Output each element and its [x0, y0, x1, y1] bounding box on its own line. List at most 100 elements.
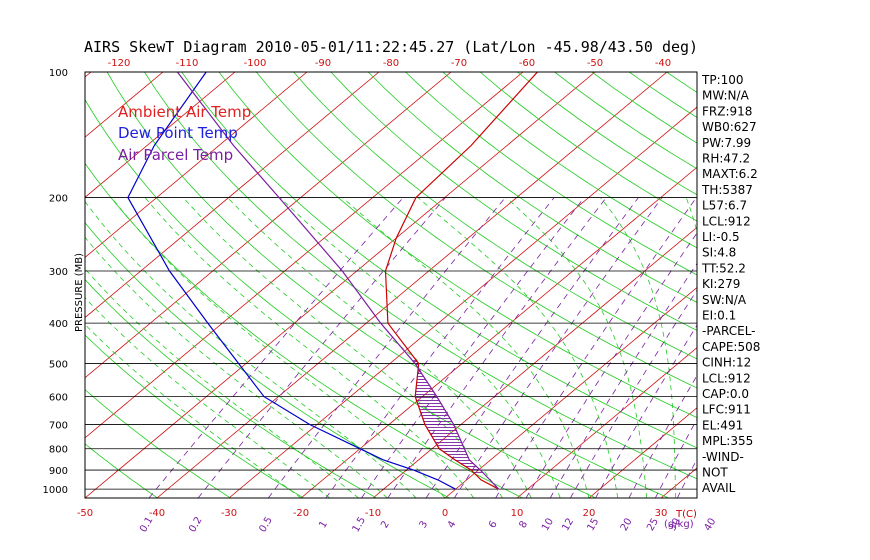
pressure-tick-labels: 100 200 300 400 500 600 700 800 900 1000: [43, 68, 68, 496]
index-entry: -WIND-: [702, 450, 744, 464]
dry-adiabat-line: [517, 72, 697, 196]
bottom-temp-tick-label: -50: [77, 508, 93, 519]
isotherm-line: [156, 72, 668, 498]
pressure-tick-label: 900: [49, 466, 68, 477]
index-entry: KI:279: [702, 277, 740, 291]
pressure-tick-label: 700: [49, 421, 68, 432]
mixing-ratio-line: [267, 197, 506, 498]
moist-adiabat-line: [506, 197, 647, 498]
dry-adiabat-line: [293, 72, 697, 360]
index-entry: CAP:0.0: [702, 387, 749, 401]
isotherm-line: [85, 72, 308, 258]
mixing-ratio-label: 40: [702, 516, 718, 533]
isobar-grid: [85, 72, 697, 490]
mixing-ratio-unit-label: (g/kg): [664, 519, 694, 530]
mixing-ratio-label: 2: [379, 519, 392, 530]
index-entry: SI:4.8: [702, 246, 736, 260]
index-entry: L57:6.7: [702, 199, 747, 213]
dry-adiabat-line: [816, 72, 870, 498]
isotherm-line: [372, 226, 697, 498]
dry-adiabat-line: [330, 72, 697, 331]
isotherm-line: [588, 407, 697, 498]
index-entry: FRZ:918: [702, 104, 752, 118]
x-axis-unit-label: T(C): [675, 509, 697, 520]
index-entry: SW:N/A: [702, 293, 747, 307]
mixing-ratio-label: 12: [560, 516, 576, 533]
top-temp-tick-label: -60: [519, 58, 535, 69]
top-temp-tick-label: -70: [451, 58, 467, 69]
pressure-tick-label: 400: [49, 319, 68, 330]
mixing-ratio-line: [387, 197, 607, 498]
legend-air-parcel-temp: Air Parcel Temp: [118, 146, 233, 164]
mixing-ratio-label: 8: [517, 519, 530, 530]
dry-adiabat-line: [479, 72, 697, 222]
isotherm-line: [85, 72, 524, 439]
legend-ambient-air-temp: Ambient Air Temp: [118, 103, 251, 121]
mixing-ratio-line: [425, 197, 639, 498]
pressure-tick-label: 300: [49, 267, 68, 278]
index-entry: MPL:355: [702, 434, 753, 448]
bottom-temp-tick-label: 10: [511, 508, 524, 519]
air-parcel-temp-line: [176, 72, 500, 490]
isotherm-line: [85, 72, 452, 379]
dry-adiabat-line: [853, 72, 870, 498]
dry-adiabat-line: [405, 72, 697, 276]
legend: Ambient Air Temp Dew Point Temp Air Parc…: [118, 103, 251, 164]
isotherm-line: [660, 467, 697, 498]
mixing-ratio-line: [525, 232, 697, 498]
dew-point-temp-line: [127, 72, 456, 490]
index-entry: EI:0.1: [702, 309, 736, 323]
index-entry: WB0:627: [702, 120, 757, 134]
index-entry: LI:-0.5: [702, 230, 740, 244]
legend-dew-point-temp: Dew Point Temp: [118, 124, 238, 142]
dry-adiabat-line: [85, 278, 377, 498]
index-entry: AVAIL: [702, 481, 736, 495]
isotherm-line: [228, 106, 697, 498]
moist-adiabat-line: [182, 197, 503, 498]
top-temp-tick-label: -50: [587, 58, 603, 69]
plot-frame: [84, 71, 698, 499]
pressure-tick-label: 100: [49, 68, 68, 79]
moist-adiabat-grid: [85, 197, 697, 498]
pressure-tick-label: 1000: [43, 485, 68, 496]
dry-adiabat-line: [85, 389, 231, 498]
moist-adiabat-line: [342, 197, 590, 498]
mixing-ratio-label: 10: [540, 516, 556, 533]
index-entry: CINH:12: [702, 356, 751, 370]
mixing-ratio-label: 3: [418, 519, 431, 530]
isotherm-line: [85, 72, 236, 198]
bottom-temperature-labels: -50 -40 -30 -20 -10 0 10 20 30: [77, 508, 668, 519]
top-temp-tick-label: -120: [108, 58, 131, 69]
moist-adiabat-line: [85, 200, 417, 498]
index-entry: LFC:911: [702, 403, 751, 417]
bottom-temp-tick-label: 20: [583, 508, 596, 519]
ambient-air-temp-line: [384, 72, 538, 490]
pressure-tick-label: 500: [49, 360, 68, 371]
moist-adiabat-line: [279, 197, 561, 498]
bottom-temp-tick-label: -10: [365, 508, 381, 519]
mixing-ratio-label: 20: [619, 516, 635, 533]
index-entry: -PARCEL-: [702, 324, 756, 338]
moist-adiabat-line: [85, 323, 302, 498]
dry-adiabat-line: [255, 72, 697, 389]
top-temp-tick-label: -90: [315, 58, 331, 69]
moist-adiabat-line: [85, 297, 331, 498]
index-entry: MAXT:6.2: [702, 167, 758, 181]
index-entry: EL:491: [702, 418, 743, 432]
index-entry: LCL:912: [702, 214, 751, 228]
mixing-ratio-line: [495, 197, 697, 498]
isotherm-line: [0, 72, 19, 498]
dry-adiabat-line: [106, 72, 669, 498]
isotherm-line: [85, 72, 380, 319]
mixing-ratio-grid: [148, 197, 697, 498]
mixing-ratio-line: [325, 197, 555, 498]
dry-adiabat-line: [367, 72, 697, 303]
isotherm-line: [805, 72, 870, 498]
moist-adiabat-line: [85, 236, 388, 498]
top-temp-tick-label: -100: [244, 58, 267, 69]
dry-adiabat-line: [741, 72, 870, 498]
profile-series: [127, 72, 538, 490]
index-entry: RH:47.2: [702, 152, 750, 166]
